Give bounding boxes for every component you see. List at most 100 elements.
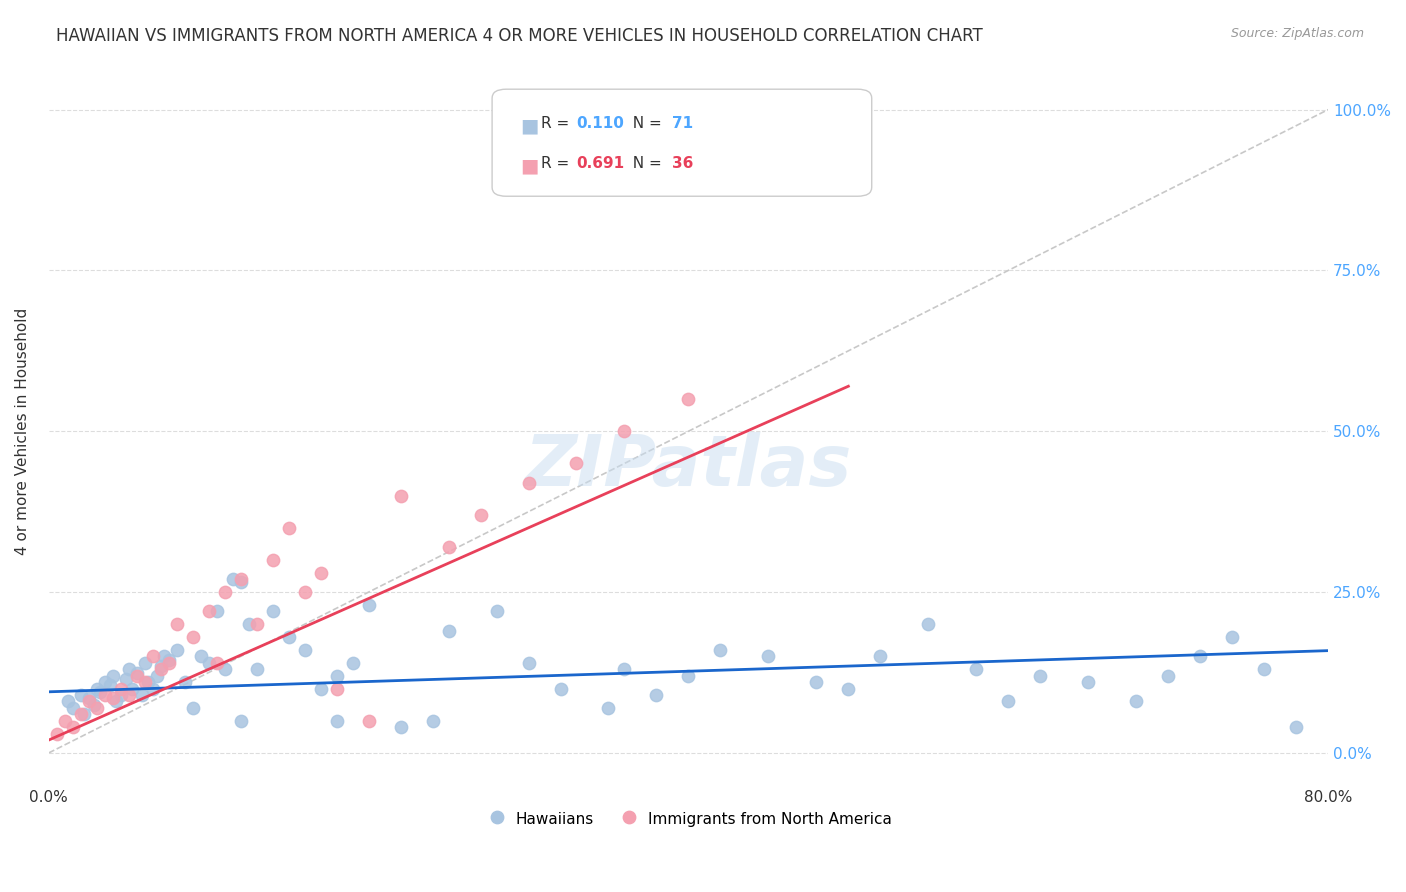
Point xyxy=(134,675,156,690)
Text: ■: ■ xyxy=(520,156,538,175)
Point xyxy=(181,701,204,715)
Point xyxy=(86,681,108,696)
Point xyxy=(678,669,700,683)
Y-axis label: 4 or more Vehicles in Household: 4 or more Vehicles in Household xyxy=(15,308,30,555)
Point xyxy=(837,681,859,696)
Point xyxy=(565,457,588,471)
Point xyxy=(86,701,108,715)
Point xyxy=(197,656,219,670)
Point xyxy=(342,656,364,670)
Text: R =: R = xyxy=(541,116,575,131)
Point xyxy=(246,662,269,676)
Text: 36: 36 xyxy=(672,156,693,171)
Point xyxy=(1253,662,1275,676)
Point xyxy=(550,681,572,696)
Point xyxy=(262,604,284,618)
Point xyxy=(181,630,204,644)
Text: Source: ZipAtlas.com: Source: ZipAtlas.com xyxy=(1230,27,1364,40)
Point xyxy=(53,714,76,728)
Point xyxy=(325,681,347,696)
Point xyxy=(294,643,316,657)
Point xyxy=(104,694,127,708)
Point xyxy=(136,675,159,690)
Point xyxy=(613,662,636,676)
Point xyxy=(613,424,636,438)
Point xyxy=(45,726,67,740)
Point xyxy=(1125,694,1147,708)
Point xyxy=(437,624,460,638)
Point xyxy=(758,649,780,664)
Point xyxy=(1285,720,1308,734)
Text: N =: N = xyxy=(623,156,666,171)
Point xyxy=(277,630,299,644)
Point xyxy=(173,675,195,690)
Text: ZIPatlas: ZIPatlas xyxy=(524,432,852,501)
Point xyxy=(146,669,169,683)
Point xyxy=(221,572,243,586)
Point xyxy=(678,392,700,406)
Point xyxy=(1189,649,1212,664)
Point xyxy=(517,475,540,490)
Point xyxy=(517,656,540,670)
Point xyxy=(389,489,412,503)
Point xyxy=(246,617,269,632)
Point xyxy=(73,707,96,722)
Point xyxy=(93,688,115,702)
Point xyxy=(125,669,148,683)
Point xyxy=(118,688,141,702)
Point xyxy=(357,598,380,612)
Point xyxy=(62,701,84,715)
Point xyxy=(93,675,115,690)
Point xyxy=(1220,630,1243,644)
Point xyxy=(166,643,188,657)
Point xyxy=(149,662,172,676)
Point xyxy=(62,720,84,734)
Point xyxy=(309,566,332,580)
Point xyxy=(77,694,100,708)
Point xyxy=(325,669,347,683)
Point xyxy=(1157,669,1180,683)
Point xyxy=(214,585,236,599)
Point xyxy=(1029,669,1052,683)
Text: 0.691: 0.691 xyxy=(576,156,624,171)
Point xyxy=(309,681,332,696)
Point xyxy=(69,707,91,722)
Point xyxy=(89,685,111,699)
Point xyxy=(997,694,1019,708)
Point xyxy=(437,540,460,554)
Point xyxy=(389,720,412,734)
Point xyxy=(917,617,939,632)
Point xyxy=(205,604,228,618)
Point xyxy=(229,714,252,728)
Point xyxy=(142,681,165,696)
Point xyxy=(645,688,668,702)
Point xyxy=(77,691,100,706)
Point xyxy=(157,656,180,670)
Point xyxy=(142,649,165,664)
Point xyxy=(229,575,252,590)
Point xyxy=(69,688,91,702)
Point xyxy=(294,585,316,599)
Point xyxy=(190,649,212,664)
Point xyxy=(485,604,508,618)
Point xyxy=(125,665,148,680)
Point xyxy=(134,656,156,670)
Text: HAWAIIAN VS IMMIGRANTS FROM NORTH AMERICA 4 OR MORE VEHICLES IN HOUSEHOLD CORREL: HAWAIIAN VS IMMIGRANTS FROM NORTH AMERIC… xyxy=(56,27,983,45)
Point xyxy=(83,698,105,712)
Point xyxy=(357,714,380,728)
Point xyxy=(166,617,188,632)
Point xyxy=(470,508,492,522)
Point xyxy=(157,653,180,667)
Point xyxy=(101,669,124,683)
Point xyxy=(205,656,228,670)
Point xyxy=(98,678,121,692)
Point xyxy=(277,521,299,535)
Point xyxy=(110,688,132,702)
Point xyxy=(149,659,172,673)
Point xyxy=(229,572,252,586)
Text: ■: ■ xyxy=(520,116,538,135)
Point xyxy=(806,675,828,690)
Point xyxy=(153,649,176,664)
Point xyxy=(56,694,79,708)
Point xyxy=(121,681,143,696)
